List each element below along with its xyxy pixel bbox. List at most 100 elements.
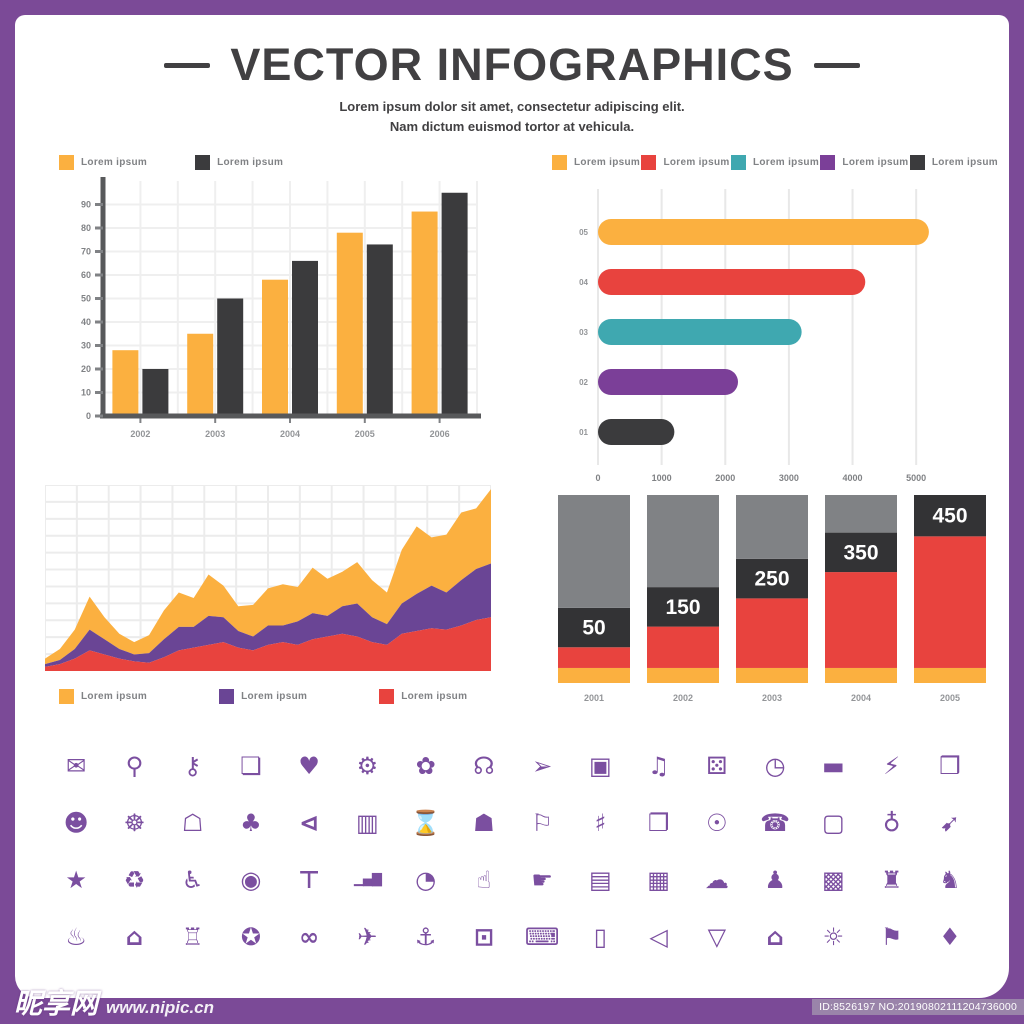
x-tick-label: 2002 <box>130 429 150 439</box>
bar <box>598 219 929 245</box>
phone-icon: ☎ <box>760 808 791 837</box>
smartphone-icon: ▯ <box>593 922 607 951</box>
music-icon: ♫ <box>647 751 670 780</box>
tree-icon: ♣ <box>240 808 262 837</box>
legend-label: Lorem ipsum <box>241 690 308 702</box>
watermark-id: ID:8526197 NO:20190802111204736000 <box>812 999 1024 1015</box>
heart-icon: ♥ <box>298 751 320 780</box>
car-icon: ∞ <box>299 922 320 951</box>
legend-item: Lorem ipsum <box>641 154 729 170</box>
x-tick-label: 4000 <box>843 473 863 483</box>
legend-swatch <box>909 154 925 170</box>
legend-label: Lorem ipsum <box>931 156 998 168</box>
legend-swatch <box>195 154 211 170</box>
legend-label: Lorem ipsum <box>401 690 468 702</box>
x-tick-label: 2006 <box>430 429 450 439</box>
x-tick-label: 2005 <box>355 429 375 439</box>
y-tick-label: 30 <box>81 341 91 351</box>
bar <box>366 244 393 416</box>
legend-swatch <box>59 688 74 704</box>
watermark-url: www.nipic.cn <box>106 998 215 1017</box>
stacked-column-svg: 50 2001 150 2002 250 2003 350 2004 450 2005 <box>558 495 986 703</box>
bar-segment <box>647 667 719 683</box>
bar <box>598 419 675 445</box>
legend-item: Lorem ipsum <box>379 688 468 704</box>
x-category-label: 2003 <box>762 693 782 703</box>
bank-icon: ♖ <box>181 922 204 951</box>
price-tag-icon: ⚐ <box>531 808 553 837</box>
bar <box>187 333 214 416</box>
portrait-icon: ☻ <box>63 808 89 837</box>
t-shirt-icon: ⊤ <box>298 865 321 894</box>
x-tick-label: 2003 <box>205 429 225 439</box>
maze-icon: ▩ <box>822 865 845 894</box>
y-tick-label: 50 <box>81 294 91 304</box>
legend-swatch <box>820 154 836 170</box>
x-tick-label: 3000 <box>779 473 799 483</box>
title-rule-right <box>813 62 860 68</box>
stacked-column-plot: 50 2001 150 2002 250 2003 350 2004 450 2005 <box>550 483 1000 715</box>
x-tick-label: 2004 <box>280 429 300 439</box>
value-label: 50 <box>582 617 605 640</box>
bar <box>598 369 738 395</box>
y-tick-label: 90 <box>81 200 91 210</box>
shopping-cart-icon: ♿ <box>181 865 204 894</box>
speaker-icon: ◁ <box>649 922 668 951</box>
y-tick-label: 20 <box>81 364 91 374</box>
x-category-label: 2001 <box>584 693 604 703</box>
y-tick-label: 70 <box>81 247 91 257</box>
bar-graph-icon: ▁▄▇ <box>353 871 382 887</box>
header: VECTOR INFOGRAPHICS <box>15 39 1009 91</box>
legend-swatch <box>379 688 395 704</box>
bar <box>217 298 244 416</box>
grouped-bar-svg: 2002 2003 2004 2005 2006 0 10 20 30 40 50 60 70 80 90 <box>81 177 481 439</box>
gear-icon: ⚙ <box>356 751 379 780</box>
subtitle-line-1: Lorem ipsum dolor sit amet, consectetur … <box>339 99 685 114</box>
screen-icon: ⊡ <box>473 922 494 951</box>
area-series <box>45 489 491 665</box>
battery-icon: ▬ <box>822 751 845 780</box>
flag-icon: ⚑ <box>880 922 903 951</box>
chess-pawn-icon: ♟ <box>764 865 786 894</box>
x-category-label: 2004 <box>851 693 871 703</box>
chess-knight-icon: ♞ <box>939 865 961 894</box>
page-title: VECTOR INFOGRAPHICS <box>230 39 794 90</box>
bar <box>411 211 438 416</box>
grouped-bar-chart: Lorem ipsum Lorem ipsum 2002 2003 2004 2005 2… <box>45 151 495 449</box>
horizontal-bar-legend: Lorem ipsum Lorem ipsum Lorem ipsum Lorem i… <box>550 151 1000 173</box>
equalizer-icon: ♯ <box>594 808 607 837</box>
statue-icon: ♜ <box>880 865 903 894</box>
piggy-bank-icon: ☗ <box>473 808 495 837</box>
value-label: 150 <box>665 596 700 619</box>
bar-segment <box>736 558 808 599</box>
water-drop-icon: ♦ <box>939 922 961 951</box>
clock-icon: ◷ <box>764 751 786 780</box>
bar-segment <box>558 667 630 683</box>
bar-segment <box>914 536 986 668</box>
stacked-column-chart: 50 2001 150 2002 250 2003 350 2004 450 2005 <box>550 483 1000 715</box>
legend-item: Lorem ipsum <box>219 688 308 704</box>
legend-swatch <box>552 154 567 170</box>
funnel-icon: ▽ <box>707 922 727 951</box>
legend-item: Lorem ipsum <box>552 154 640 170</box>
banknote-icon: ▥ <box>356 808 379 837</box>
bar-segment <box>736 598 808 668</box>
trash-icon: ☖ <box>181 808 204 837</box>
pie-chart-icon: ◔ <box>415 865 437 894</box>
game-controller-icon: ⚄ <box>706 751 728 780</box>
hand-like-icon: ☛ <box>531 865 553 894</box>
bar-segment <box>825 572 897 668</box>
grouped-bar-plot: 2002 2003 2004 2005 2006 0 10 20 30 40 50 60 70 80 90 <box>45 173 495 449</box>
y-category-label: 04 <box>579 278 588 287</box>
bar-segment <box>558 647 630 668</box>
photo-frame-icon: ❒ <box>939 751 961 780</box>
laptop-icon: ⌨ <box>524 922 560 951</box>
legend-item: Lorem ipsum <box>820 154 908 170</box>
mail-icon: ✉ <box>66 751 87 780</box>
settings-icon: ☸ <box>123 808 146 837</box>
recycle-icon: ♻ <box>123 865 146 894</box>
lightning-icon: ⚡ <box>883 751 901 780</box>
stacked-area-chart: Lorem ipsum Lorem ipsum Lorem ipsum <box>45 485 491 707</box>
plane-icon: ✈ <box>357 922 378 951</box>
send-icon: ➢ <box>532 751 553 780</box>
